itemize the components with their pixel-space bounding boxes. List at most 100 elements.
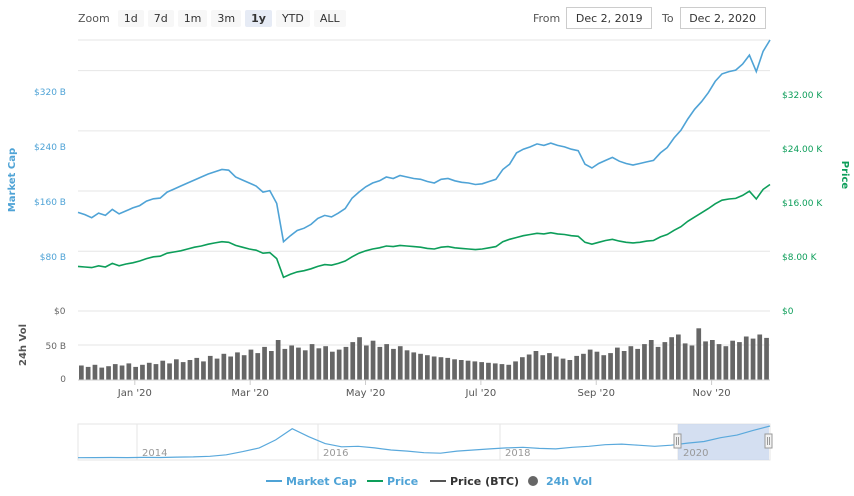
zoom-1d-button[interactable]: 1d bbox=[117, 9, 144, 27]
volume-bar bbox=[764, 337, 769, 380]
volume-bar bbox=[235, 352, 240, 380]
volume-bar bbox=[540, 355, 546, 380]
x-tick-label: May '20 bbox=[346, 388, 385, 399]
range-from-input[interactable] bbox=[566, 7, 653, 29]
price-line bbox=[77, 183, 771, 279]
volume-bar bbox=[703, 341, 708, 380]
volume-bar bbox=[452, 359, 457, 380]
navigator-label-2020: 2020 bbox=[683, 448, 708, 459]
x-tick-label: Jan '20 bbox=[117, 388, 152, 399]
volume-bar bbox=[269, 351, 274, 380]
x-axis: Jan '20 Mar '20 May '20 Jul '20 Sep '20 Nov '… bbox=[117, 380, 731, 399]
volume-bar bbox=[648, 340, 654, 380]
volume-bar bbox=[608, 353, 613, 380]
volume-bar bbox=[587, 349, 593, 380]
volume-bar bbox=[302, 350, 308, 380]
legend-price-label: Price bbox=[387, 475, 418, 488]
volume-bar bbox=[180, 362, 186, 380]
volume-bar bbox=[323, 346, 328, 380]
volume-bar bbox=[574, 355, 579, 380]
legend-market-cap-label: Market Cap bbox=[286, 475, 357, 488]
volume-bar bbox=[126, 363, 132, 380]
volume-bar bbox=[710, 340, 715, 380]
volume-bar bbox=[262, 346, 267, 380]
range-from-label: From bbox=[533, 11, 561, 25]
volume-bar bbox=[642, 344, 647, 380]
volume-bar bbox=[750, 338, 756, 380]
volume-bar bbox=[377, 346, 383, 380]
left-axis-title: Market Cap bbox=[7, 148, 18, 212]
volume-bar bbox=[357, 337, 362, 380]
volume-bar bbox=[689, 345, 695, 380]
left-tick-label-320: $320 B bbox=[34, 88, 66, 98]
volume-bar bbox=[730, 340, 735, 380]
volume-bar bbox=[615, 347, 620, 380]
volume-bar bbox=[662, 342, 668, 381]
volume-tick-label-0: 0 bbox=[60, 375, 66, 385]
volume-bar bbox=[336, 349, 342, 380]
volume-bar bbox=[207, 355, 213, 380]
navigator-right-handle[interactable] bbox=[764, 433, 773, 449]
volume-bar bbox=[370, 340, 376, 380]
zoom-1y-button[interactable]: 1y bbox=[245, 9, 272, 27]
volume-bar bbox=[146, 362, 152, 381]
volume-bar bbox=[397, 346, 403, 380]
volume-bar bbox=[309, 344, 315, 380]
volume-bar bbox=[79, 365, 84, 380]
volume-bar bbox=[174, 359, 179, 380]
left-tick-label-80: $80 B bbox=[40, 253, 66, 263]
x-tick-label: Mar '20 bbox=[231, 388, 269, 399]
x-tick-label: Jul '20 bbox=[465, 388, 497, 399]
volume-bar bbox=[153, 364, 159, 380]
volume-bar bbox=[275, 340, 281, 380]
market-cap-line bbox=[77, 39, 771, 244]
left-tick-label-160: $160 B bbox=[34, 198, 66, 208]
navigator-line bbox=[77, 425, 771, 459]
zoom-all-button[interactable]: ALL bbox=[313, 9, 346, 27]
range-to-input[interactable] bbox=[679, 7, 766, 29]
volume-bar bbox=[492, 363, 498, 380]
zoom-3m-button[interactable]: 3m bbox=[211, 9, 242, 27]
x-tick-label: Sep '20 bbox=[577, 388, 615, 399]
range-to-label: To bbox=[662, 11, 674, 25]
volume-bar bbox=[289, 345, 294, 380]
volume-bar bbox=[350, 342, 356, 381]
zoom-ytd-button[interactable]: YTD bbox=[275, 9, 310, 27]
volume-bar bbox=[411, 352, 417, 380]
volume-bar bbox=[458, 360, 464, 380]
right-tick-label-32k: $32.00 K bbox=[782, 91, 823, 101]
volume-bar bbox=[594, 351, 600, 380]
legend: Market Cap Price Price (BTC) 24h Vol bbox=[266, 475, 592, 488]
volume-bar bbox=[635, 348, 640, 380]
volume-bar bbox=[228, 356, 233, 380]
volume-bar bbox=[391, 348, 396, 380]
volume-bar bbox=[282, 348, 288, 380]
zoom-7d-button[interactable]: 7d bbox=[147, 9, 174, 27]
legend-item-price[interactable]: Price bbox=[367, 475, 418, 488]
volume-bar bbox=[723, 346, 729, 380]
legend-item-market-cap[interactable]: Market Cap bbox=[266, 475, 357, 488]
volume-bar bbox=[547, 353, 552, 380]
volume-bar bbox=[567, 360, 573, 380]
legend-item-24h-vol[interactable]: 24h Vol bbox=[528, 475, 592, 488]
volume-bar bbox=[425, 355, 430, 380]
legend-item-price-btc[interactable]: Price (BTC) bbox=[430, 475, 519, 488]
zoom-1m-button[interactable]: 1m bbox=[177, 9, 208, 27]
navigator-label-2018: 2018 bbox=[505, 448, 530, 459]
volume-bar bbox=[655, 346, 661, 380]
volume-bar bbox=[296, 347, 301, 380]
navigator-left-handle[interactable] bbox=[673, 433, 682, 449]
volume-bar bbox=[187, 360, 193, 380]
volume-bar bbox=[506, 364, 512, 380]
right-tick-label-8k: $8.00 K bbox=[782, 253, 818, 263]
volume-bar bbox=[316, 348, 322, 380]
left-tick-label-240: $240 B bbox=[34, 143, 66, 153]
volume-bar bbox=[716, 344, 722, 380]
volume-bar bbox=[241, 355, 247, 380]
volume-bar bbox=[404, 350, 410, 380]
volume-tick-label-50b: 50 B bbox=[46, 342, 67, 352]
right-tick-label-24k: $24.00 K bbox=[782, 145, 823, 155]
volume-bar bbox=[479, 362, 484, 380]
volume-bar bbox=[418, 353, 423, 380]
volume-bar bbox=[445, 357, 451, 380]
